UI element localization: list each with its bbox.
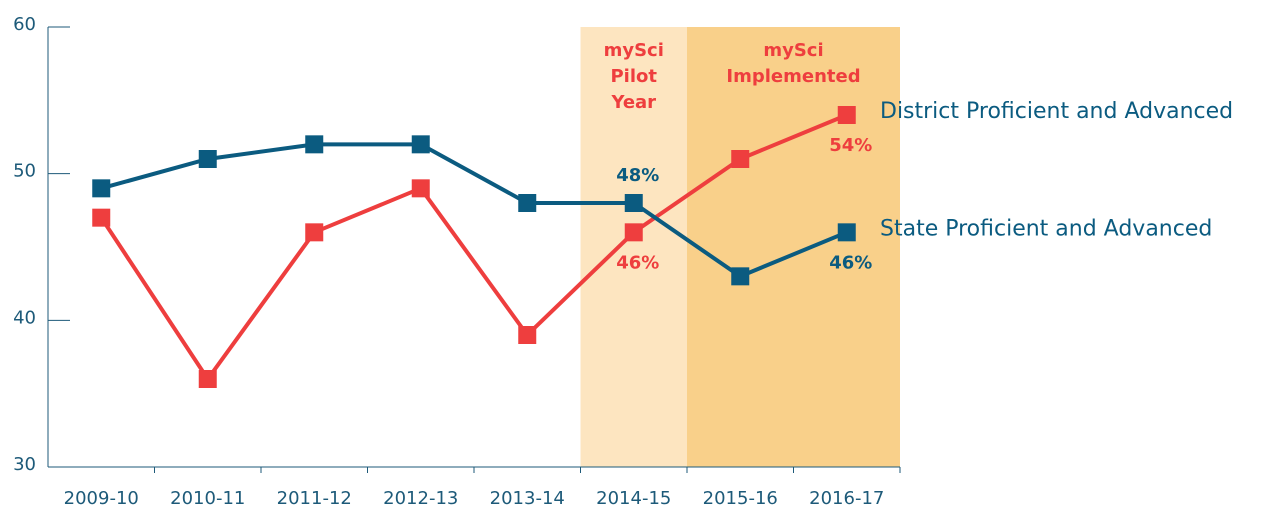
value-label: 48% bbox=[616, 165, 659, 186]
annotation: Year bbox=[610, 92, 656, 113]
point-marker bbox=[305, 223, 324, 242]
point-marker bbox=[411, 179, 430, 198]
point-marker bbox=[837, 106, 856, 124]
annotation: mySci bbox=[763, 40, 823, 61]
point-marker bbox=[198, 370, 217, 388]
point-marker bbox=[837, 223, 856, 242]
series-line bbox=[99, 113, 848, 383]
point-marker bbox=[731, 267, 750, 286]
point-marker bbox=[92, 179, 111, 198]
pilot-shade bbox=[580, 27, 687, 467]
x-tick-label: 2012-13 bbox=[383, 488, 458, 509]
point-marker bbox=[92, 208, 111, 227]
x-tick-label: 2011-12 bbox=[277, 488, 352, 509]
y-tick-label: 50 bbox=[13, 161, 36, 182]
value-label: 54% bbox=[829, 135, 872, 156]
annotation: Implemented bbox=[726, 66, 860, 87]
x-tick-label: 2013-14 bbox=[490, 488, 565, 509]
point-marker bbox=[624, 194, 643, 212]
x-tick-label: 2009-10 bbox=[64, 488, 139, 509]
point-marker bbox=[411, 135, 430, 154]
x-tick-label: 2010-11 bbox=[170, 488, 245, 509]
point-marker bbox=[731, 150, 750, 168]
value-label: 46% bbox=[829, 252, 872, 273]
value-label: 46% bbox=[616, 252, 659, 273]
implemented-shade bbox=[687, 27, 900, 467]
point-marker bbox=[305, 135, 324, 154]
legend-label: District Proficient and Advanced bbox=[880, 99, 1233, 124]
legend-label: State Proficient and Advanced bbox=[880, 216, 1212, 241]
annotation: mySci bbox=[604, 40, 664, 61]
y-tick-label: 30 bbox=[13, 454, 36, 475]
point-marker bbox=[518, 194, 537, 212]
point-marker bbox=[198, 150, 217, 168]
x-tick-label: 2014-15 bbox=[596, 488, 671, 509]
y-tick-label: 40 bbox=[13, 307, 36, 328]
series-line bbox=[100, 142, 848, 279]
y-tick-label: 60 bbox=[13, 14, 36, 35]
point-marker bbox=[624, 223, 643, 242]
x-tick-label: 2016-17 bbox=[809, 488, 884, 509]
x-tick-label: 2015-16 bbox=[703, 488, 778, 509]
point-marker bbox=[518, 326, 537, 344]
annotation: Pilot bbox=[610, 66, 657, 87]
